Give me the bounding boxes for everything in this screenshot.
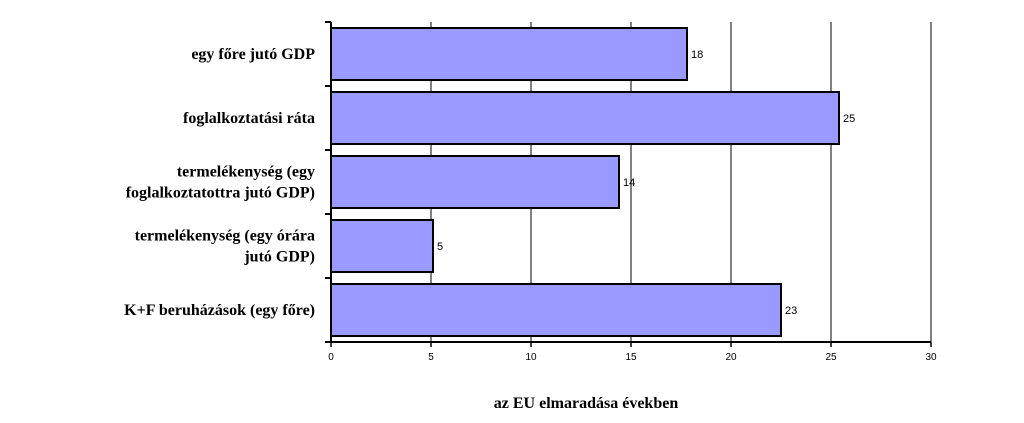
category-label: termelékenység (egy órára jutó GDP): [135, 228, 315, 266]
x-tick-label: 0: [328, 352, 334, 363]
x-axis-title: az EU elmaradása években: [494, 395, 679, 412]
x-tick-label: 10: [525, 352, 537, 363]
x-tick-label: 20: [725, 352, 737, 363]
data-label: 5: [437, 241, 443, 253]
data-label: 14: [623, 177, 635, 189]
data-label: 25: [843, 113, 855, 125]
x-tick-label: 15: [625, 352, 637, 363]
x-tick-label: 5: [428, 352, 434, 363]
category-label: K+F beruházások (egy főre): [124, 302, 315, 319]
category-label: foglalkoztatási ráta: [183, 110, 315, 127]
data-label: 18: [691, 49, 703, 61]
data-label: 23: [785, 305, 797, 317]
axes: [325, 21, 932, 347]
bars: [330, 27, 840, 337]
labels: 18 egy főre jutó GDP 25 foglalkoztatási rát…: [124, 46, 937, 363]
x-tick-label: 30: [925, 352, 937, 363]
bar: [330, 27, 688, 81]
bar: [330, 283, 782, 337]
category-label: termelékenység (egy foglalkoztatottra jut…: [126, 164, 315, 202]
x-tick-label: 25: [825, 352, 837, 363]
bar: [330, 91, 840, 145]
category-label: egy főre jutó GDP: [191, 46, 315, 63]
bar: [330, 155, 620, 209]
bar: [330, 219, 434, 273]
